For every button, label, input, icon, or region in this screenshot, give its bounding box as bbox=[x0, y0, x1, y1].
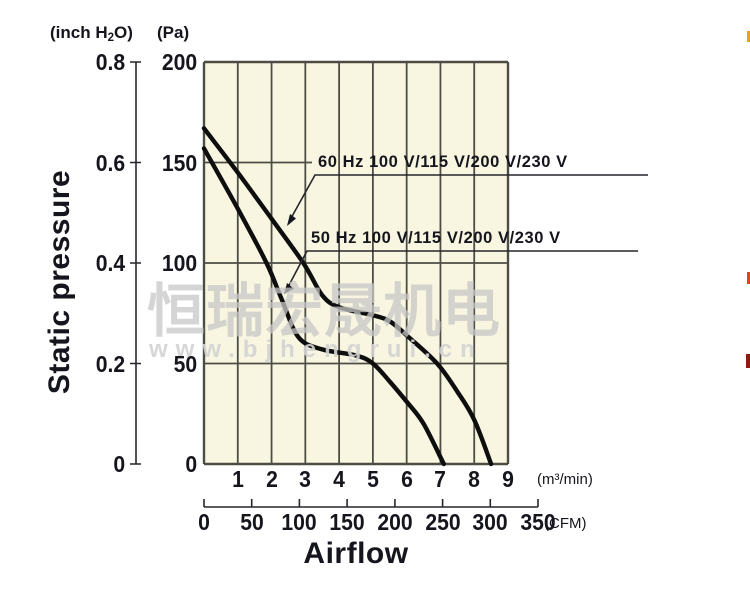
tick-pa-50: 50 bbox=[173, 350, 198, 377]
series-leader-50hz bbox=[286, 250, 638, 290]
x-axis-unit-cfm: (CFM) bbox=[544, 515, 587, 532]
watermark-chinese: 恒瑞宏晟机电 bbox=[147, 279, 502, 344]
tick-pa-150: 150 bbox=[161, 149, 198, 176]
inch-ruler bbox=[130, 61, 141, 465]
y-axis-unit-inch-h2o: (inch H2O) bbox=[50, 23, 133, 44]
tick-inch-0.6: 0.6 bbox=[95, 149, 126, 176]
x-axis-title: Airflow bbox=[303, 537, 409, 570]
axis-rulers bbox=[130, 61, 539, 508]
series-leader-60hz bbox=[289, 174, 648, 221]
tick-cfm-350: 350 bbox=[520, 509, 556, 535]
performance-curves bbox=[201, 126, 494, 467]
tick-inch-0: 0 bbox=[113, 451, 126, 477]
tick-m3min-5: 5 bbox=[366, 466, 379, 492]
tick-pa-0: 0 bbox=[185, 451, 198, 477]
watermark-url: www.bjhengrui.cn bbox=[149, 336, 483, 363]
tick-cfm-0: 0 bbox=[198, 509, 210, 535]
tick-m3min-9: 9 bbox=[502, 466, 514, 492]
tick-m3min-2: 2 bbox=[265, 466, 278, 492]
tick-cfm-100: 100 bbox=[281, 509, 318, 535]
x-axis-unit-m3min: (m³/min) bbox=[537, 471, 593, 488]
curve-50hz bbox=[201, 146, 446, 467]
tick-m3min-7: 7 bbox=[434, 466, 447, 492]
series-label-50hz: 50 Hz 100 V/115 V/200 V/230 V bbox=[311, 228, 561, 247]
tick-pa-200: 200 bbox=[161, 49, 198, 75]
curve-60hz bbox=[201, 126, 494, 467]
tick-m3min-8: 8 bbox=[468, 466, 481, 492]
tick-m3min-1: 1 bbox=[231, 466, 244, 492]
y-axis-title: Static pressure bbox=[43, 169, 76, 395]
grid-lines bbox=[202, 60, 510, 466]
cfm-ruler bbox=[203, 499, 539, 508]
y-axis-unit-pa: (Pa) bbox=[157, 23, 190, 42]
tick-inch-0.2: 0.2 bbox=[95, 350, 126, 377]
tick-cfm-250: 250 bbox=[424, 509, 461, 535]
tick-cfm-300: 300 bbox=[472, 509, 508, 535]
tick-cfm-150: 150 bbox=[329, 509, 365, 535]
arrowhead-60hz bbox=[287, 214, 296, 226]
tick-m3min-4: 4 bbox=[333, 466, 345, 492]
tick-inch-0.8: 0.8 bbox=[95, 49, 126, 75]
tick-m3min-3: 3 bbox=[299, 466, 312, 492]
arrowhead-50hz bbox=[284, 283, 294, 294]
tick-m3min-6: 6 bbox=[400, 466, 413, 492]
page-edge-artifacts bbox=[746, 31, 750, 368]
tick-pa-100: 100 bbox=[161, 250, 198, 276]
tick-cfm-200: 200 bbox=[377, 509, 413, 535]
tick-cfm-50: 50 bbox=[239, 509, 264, 535]
tick-inch-0.4: 0.4 bbox=[95, 250, 126, 276]
series-label-60hz: 60 Hz 100 V/115 V/200 V/230 V bbox=[318, 152, 568, 171]
